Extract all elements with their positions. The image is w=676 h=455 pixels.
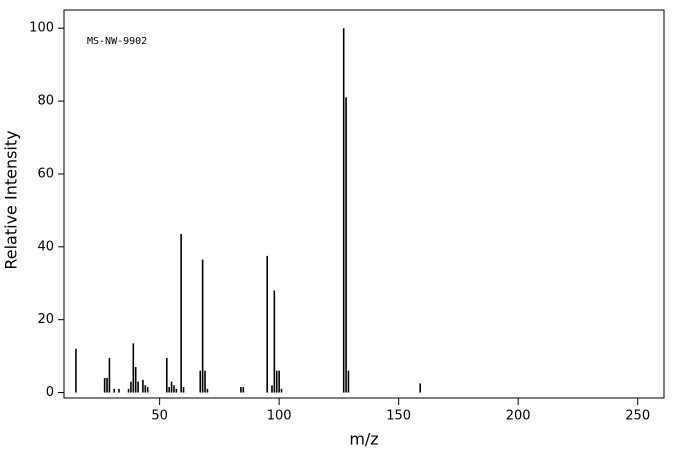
x-axis-title: m/z <box>349 430 378 449</box>
x-tick-label: 250 <box>625 409 650 424</box>
y-tick-label: 80 <box>37 94 54 109</box>
annotation: MS-NW-9902 <box>87 36 147 47</box>
y-tick-label: 100 <box>29 21 54 36</box>
x-tick-label: 100 <box>267 409 292 424</box>
y-axis-title: Relative Intensity <box>2 130 21 269</box>
x-tick-label: 200 <box>506 409 531 424</box>
y-tick-label: 0 <box>46 385 54 400</box>
plot-frame <box>63 9 665 399</box>
x-tick-label: 150 <box>386 409 411 424</box>
x-tick-label: 50 <box>151 409 168 424</box>
y-tick-label: 40 <box>37 239 54 254</box>
y-tick-label: 20 <box>37 312 54 327</box>
y-tick-label: 60 <box>37 166 54 181</box>
